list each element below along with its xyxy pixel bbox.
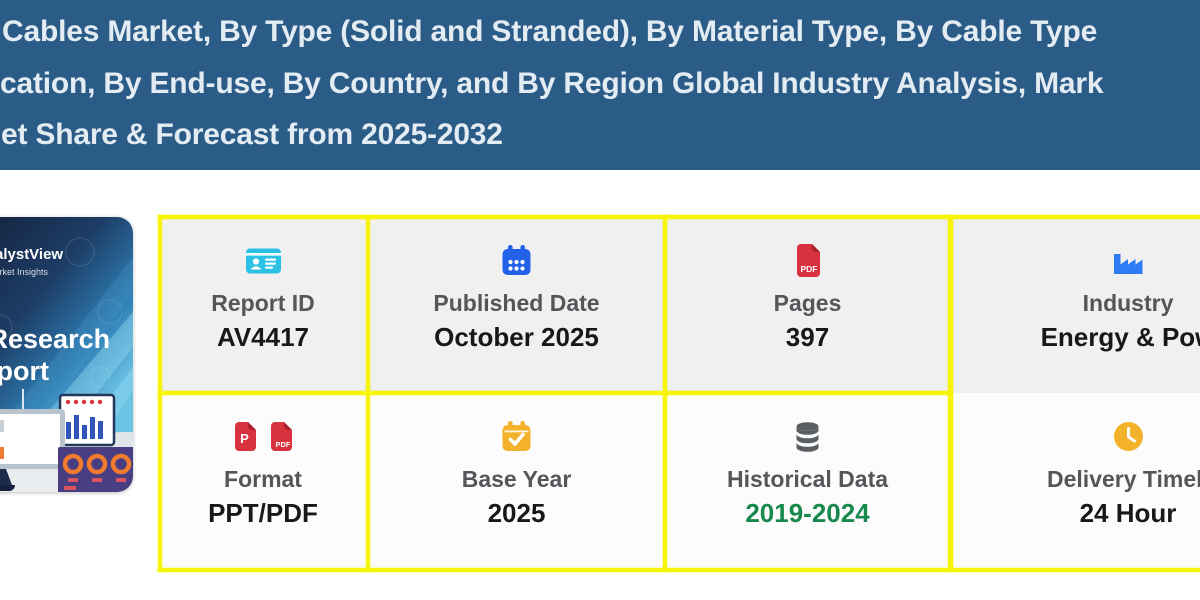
cell-pages: PDF Pages 397: [669, 221, 946, 389]
report-cover-illustration: AnalystView Market Insights et Research …: [0, 217, 133, 492]
cell-value: 24 Hour: [1079, 498, 1177, 528]
cell-published-date: Published Date October 2025: [372, 221, 661, 389]
report-title-line-2: cation, By End-use, By Country, and By R…: [0, 67, 1104, 100]
report-title-banner: Cables Market, By Type (Solid and Strand…: [0, 0, 1200, 170]
cell-label: Format: [224, 466, 302, 492]
cell-value: 397: [785, 322, 830, 352]
svg-text:PDF: PDF: [275, 440, 290, 449]
cell-label: Industry: [1082, 290, 1174, 316]
ppt-file-icon: P: [234, 421, 256, 451]
cover-title-line-1: et Research: [0, 324, 110, 354]
cell-label: Historical Data: [726, 466, 889, 492]
clock-icon: [1112, 417, 1145, 455]
cell-value: 2019-2024: [745, 498, 870, 528]
cover-title-line-2: Report: [0, 356, 49, 386]
cell-industry: Industry Energy & Pow: [955, 221, 1200, 389]
svg-text:P: P: [240, 431, 249, 446]
factory-icon: [1110, 241, 1146, 279]
cell-format: P PDF Format PPT/PDF: [162, 397, 364, 565]
cell-base-year: Base Year 2025: [372, 397, 661, 565]
calendar-icon: [500, 241, 533, 279]
cell-label: Pages: [773, 290, 842, 316]
cell-label: Published Date: [433, 290, 600, 316]
svg-text:PDF: PDF: [801, 264, 818, 274]
cell-label: Delivery Timeli: [1047, 466, 1200, 492]
cell-delivery-timeline: Delivery Timeli 24 Hour: [955, 397, 1200, 565]
cell-value: AV4417: [216, 322, 310, 352]
database-icon: [791, 417, 824, 455]
pdf-file-icon: PDF: [270, 421, 292, 451]
format-icons: P PDF: [232, 417, 295, 455]
cell-value: October 2025: [434, 322, 599, 352]
cell-value: Energy & Pow: [1040, 322, 1200, 352]
report-cover-thumbnail: AnalystView Market Insights et Research …: [0, 217, 133, 492]
brand-name: AnalystView: [0, 246, 63, 263]
calendar-check-icon: [500, 417, 533, 455]
cell-label: Base Year: [461, 466, 572, 492]
cell-label: Report ID: [211, 290, 315, 316]
grid-divider-row: [158, 391, 953, 395]
grid-border-top: [158, 215, 1200, 219]
brand-subtitle: Market Insights: [0, 267, 49, 277]
cell-report-id: Report ID AV4417: [162, 221, 364, 389]
cell-value: 2025: [487, 498, 546, 528]
id-card-icon: [245, 241, 282, 279]
report-title-line-1: Cables Market, By Type (Solid and Strand…: [2, 15, 1098, 48]
cell-historical-data: Historical Data 2019-2024: [669, 397, 946, 565]
grid-row1-background: [160, 217, 1200, 393]
cell-value: PPT/PDF: [208, 498, 318, 528]
grid-border-bottom: [158, 568, 1200, 572]
pdf-file-icon: PDF: [792, 241, 823, 279]
grid-row2-background: [160, 393, 1200, 570]
report-title-line-3: et Share & Forecast from 2025-2032: [1, 118, 503, 151]
